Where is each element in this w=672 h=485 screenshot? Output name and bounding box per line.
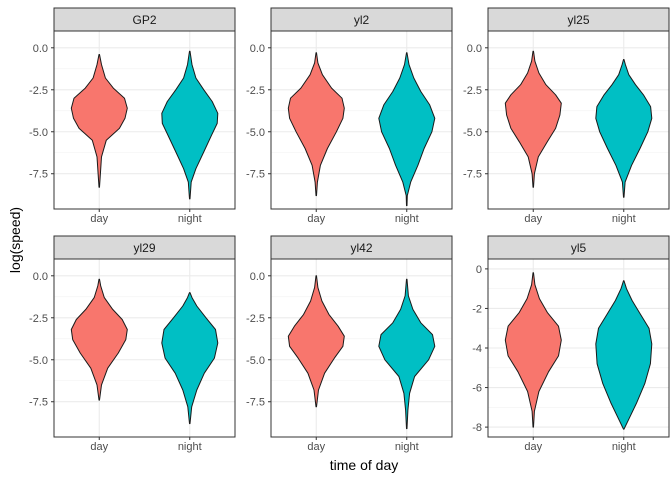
violin-night <box>161 50 219 200</box>
y-tick-label: -2 <box>472 303 482 315</box>
violin-night <box>595 280 653 430</box>
x-tick-label: night <box>395 441 419 453</box>
panel-border <box>270 258 453 438</box>
y-tick-label: -6 <box>472 383 482 395</box>
y-tick-label: -5.0 <box>463 127 482 139</box>
violin-night <box>378 52 436 207</box>
violin-day <box>287 275 345 408</box>
y-tick-label: -4 <box>472 343 482 355</box>
y-tick-label: -7.5 <box>463 169 482 181</box>
y-tick-label: 0.0 <box>33 271 48 283</box>
y-tick-label: 0.0 <box>33 43 48 55</box>
x-tick-label: night <box>178 441 202 453</box>
y-axis-title: log(speed) <box>7 207 23 273</box>
facet-panel-yl2: yl2 0.0 -2.5 -5.0 -7.5 day night <box>246 7 453 225</box>
violin-night <box>378 278 436 430</box>
y-tick-label: -2.5 <box>29 313 48 325</box>
x-tick-label: night <box>612 213 636 225</box>
y-tick-label: -7.5 <box>29 397 48 409</box>
y-tick-label: -2.5 <box>29 85 48 97</box>
y-tick-label: -5.0 <box>29 355 48 367</box>
y-tick-label: -7.5 <box>29 169 48 181</box>
facet-title: GP2 <box>132 13 156 27</box>
violin-day <box>70 278 128 401</box>
y-tick-label: 0.0 <box>250 271 265 283</box>
violin-night <box>161 292 219 425</box>
x-tick-label: day <box>307 441 325 453</box>
x-tick-label: night <box>395 213 419 225</box>
facet-panels: GP2 0.0 -2.5 -5.0 -7.5 day night yl2 0.0 -2.5 -5.0… <box>29 7 670 453</box>
facet-title: yl2 <box>354 13 370 27</box>
violin-day <box>504 50 562 188</box>
violin-day <box>70 54 128 188</box>
y-tick-label: -2.5 <box>246 85 265 97</box>
x-tick-label: day <box>307 213 325 225</box>
facet-panel-yl29: yl29 0.0 -2.5 -5.0 -7.5 day night <box>29 235 236 453</box>
facet-panel-yl42: yl42 0.0 -2.5 -5.0 -7.5 day night <box>246 235 453 453</box>
x-tick-label: night <box>612 441 636 453</box>
y-tick-label: -7.5 <box>246 169 265 181</box>
y-tick-label: 0 <box>476 264 482 276</box>
violin-day <box>504 272 562 428</box>
x-axis-title: time of day <box>330 457 398 473</box>
y-tick-label: -2.5 <box>246 313 265 325</box>
violin-day <box>287 52 345 197</box>
x-tick-label: day <box>524 441 542 453</box>
panel-border <box>53 30 236 210</box>
facet-title: yl5 <box>571 241 587 255</box>
x-tick-label: day <box>524 213 542 225</box>
facet-panel-GP2: GP2 0.0 -2.5 -5.0 -7.5 day night <box>29 7 236 225</box>
y-tick-label: -5.0 <box>246 127 265 139</box>
panel-border <box>487 30 670 210</box>
y-tick-label: -2.5 <box>463 85 482 97</box>
x-tick-label: night <box>178 213 202 225</box>
y-tick-label: -5.0 <box>246 355 265 367</box>
violin-night <box>595 59 653 198</box>
panel-border <box>270 30 453 210</box>
panel-border <box>53 258 236 438</box>
facet-panel-yl5: yl5 0 -2 -4 -6 -8 day night <box>472 235 670 453</box>
facet-title: yl29 <box>133 241 155 255</box>
facet-panel-yl25: yl25 0.0 -2.5 -5.0 -7.5 day night <box>463 7 670 225</box>
y-tick-label: 0.0 <box>467 43 482 55</box>
y-tick-label: -7.5 <box>246 397 265 409</box>
x-tick-label: day <box>90 213 108 225</box>
y-tick-label: 0.0 <box>250 43 265 55</box>
y-tick-label: -8 <box>472 422 482 434</box>
facet-title: yl42 <box>350 241 372 255</box>
facet-title: yl25 <box>567 13 589 27</box>
y-tick-label: -5.0 <box>29 127 48 139</box>
x-tick-label: day <box>90 441 108 453</box>
